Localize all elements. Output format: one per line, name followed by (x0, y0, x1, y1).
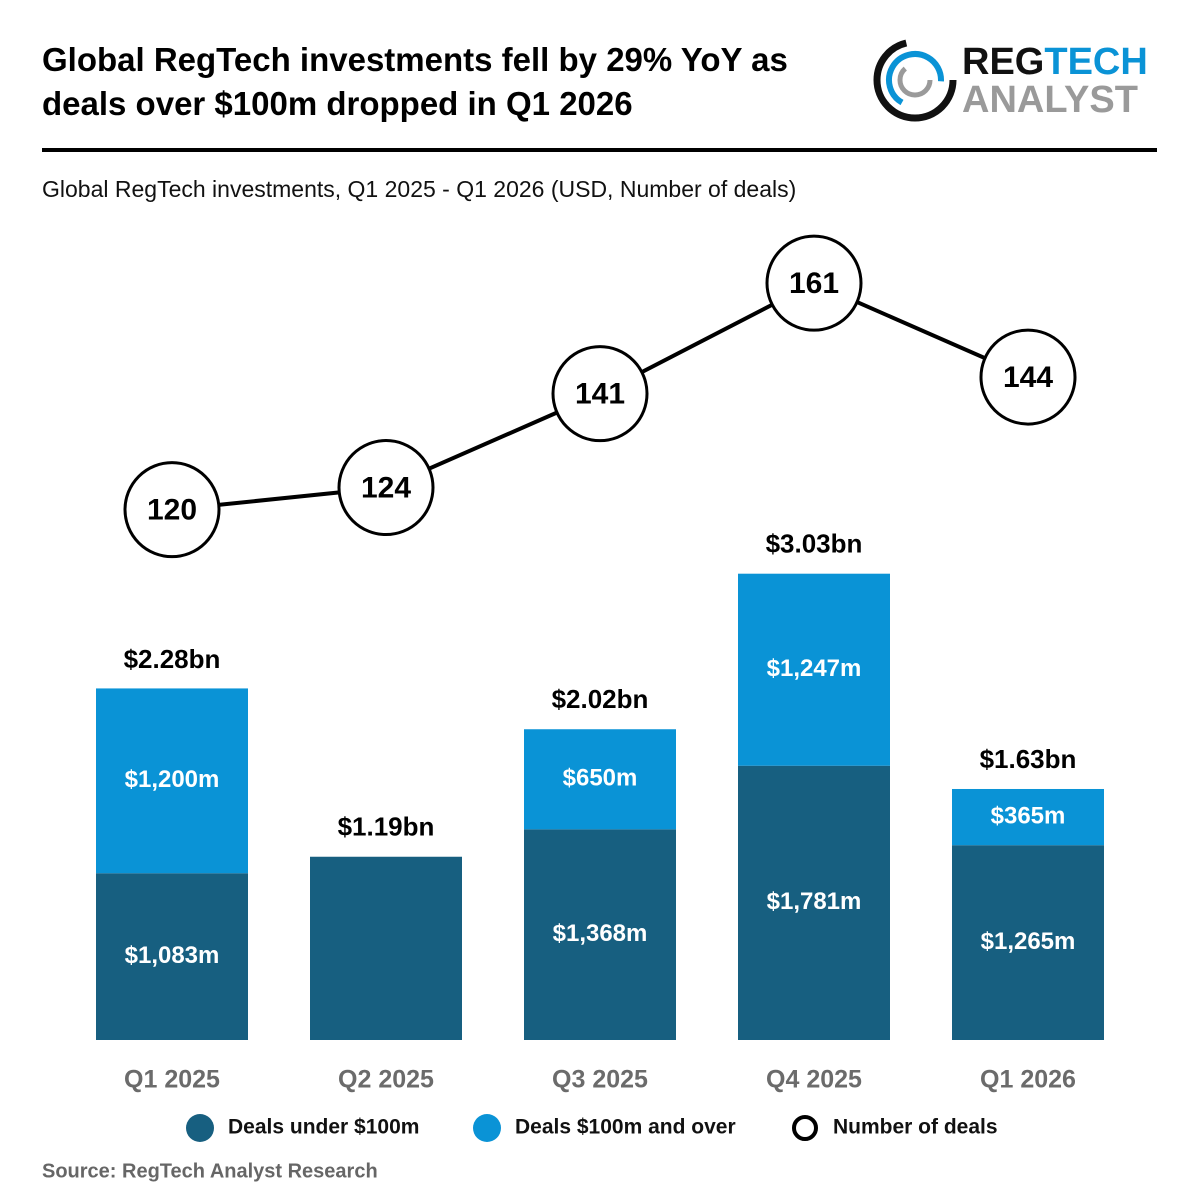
legend-label: Deals under $100m (228, 1116, 419, 1139)
data-label: $1,200m (125, 766, 220, 793)
logo-ring (897, 62, 933, 98)
x-tick-label: Q4 2025 (766, 1066, 862, 1094)
line-marker (979, 328, 1077, 426)
bar-segment (524, 829, 676, 1040)
data-label: $365m (991, 802, 1066, 829)
total-label: $1.19bn (338, 812, 435, 842)
chart-title: Global RegTech investments fell by 29% Y… (42, 41, 788, 122)
legend-label: Number of deals (833, 1116, 998, 1139)
total-label: $2.28bn (124, 644, 221, 674)
bar-segment (96, 688, 248, 874)
x-tick-label: Q2 2025 (338, 1066, 434, 1094)
logo-text: TECH (1044, 41, 1147, 83)
bar-segment (310, 856, 462, 1040)
legend-marker (186, 1114, 214, 1142)
logo-ring (885, 51, 944, 109)
logo-text: REG (962, 41, 1044, 83)
data-label: $1,781m (767, 888, 862, 915)
legend-marker (792, 1115, 818, 1141)
bar-segment (738, 765, 890, 1040)
data-label: $1,265m (981, 928, 1076, 955)
bar-segment (952, 788, 1104, 846)
line-marker (123, 461, 221, 559)
bar-segment (738, 573, 890, 766)
bar-segment (524, 729, 676, 830)
data-label: 144 (1003, 361, 1053, 394)
legend-label: Deals $100m and over (515, 1116, 736, 1139)
data-label: 161 (789, 267, 839, 300)
bar-segment (96, 873, 248, 1040)
total-label: $3.03bn (766, 528, 863, 558)
total-label: $2.02bn (552, 684, 649, 714)
line-marker (337, 439, 435, 537)
source: Source: RegTech Analyst Research (42, 1160, 378, 1182)
chart-subtitle: Global RegTech investments, Q1 2025 - Q1… (42, 176, 796, 202)
data-label: 120 (147, 494, 197, 527)
data-label: $1,083m (125, 942, 220, 969)
data-label: 124 (361, 471, 411, 504)
legend-marker (473, 1114, 501, 1142)
x-tick-label: Q1 2025 (124, 1066, 220, 1094)
x-tick-label: Q1 2026 (980, 1066, 1076, 1094)
logo-text: ANALYST (962, 79, 1138, 121)
data-label: $650m (563, 765, 638, 792)
logo-text: REGTECH (962, 41, 1148, 83)
logo-ring (873, 38, 957, 122)
x-tick-label: Q3 2025 (552, 1066, 648, 1094)
line-marker (765, 234, 863, 332)
data-label: $1,247m (767, 655, 862, 682)
logo: REGTECH ANALYST (873, 38, 1148, 122)
bar-segment (952, 845, 1104, 1040)
line-marker (551, 345, 649, 443)
data-label: 141 (575, 378, 625, 411)
data-label: $1,368m (553, 920, 648, 947)
total-label: $1.63bn (980, 744, 1077, 774)
